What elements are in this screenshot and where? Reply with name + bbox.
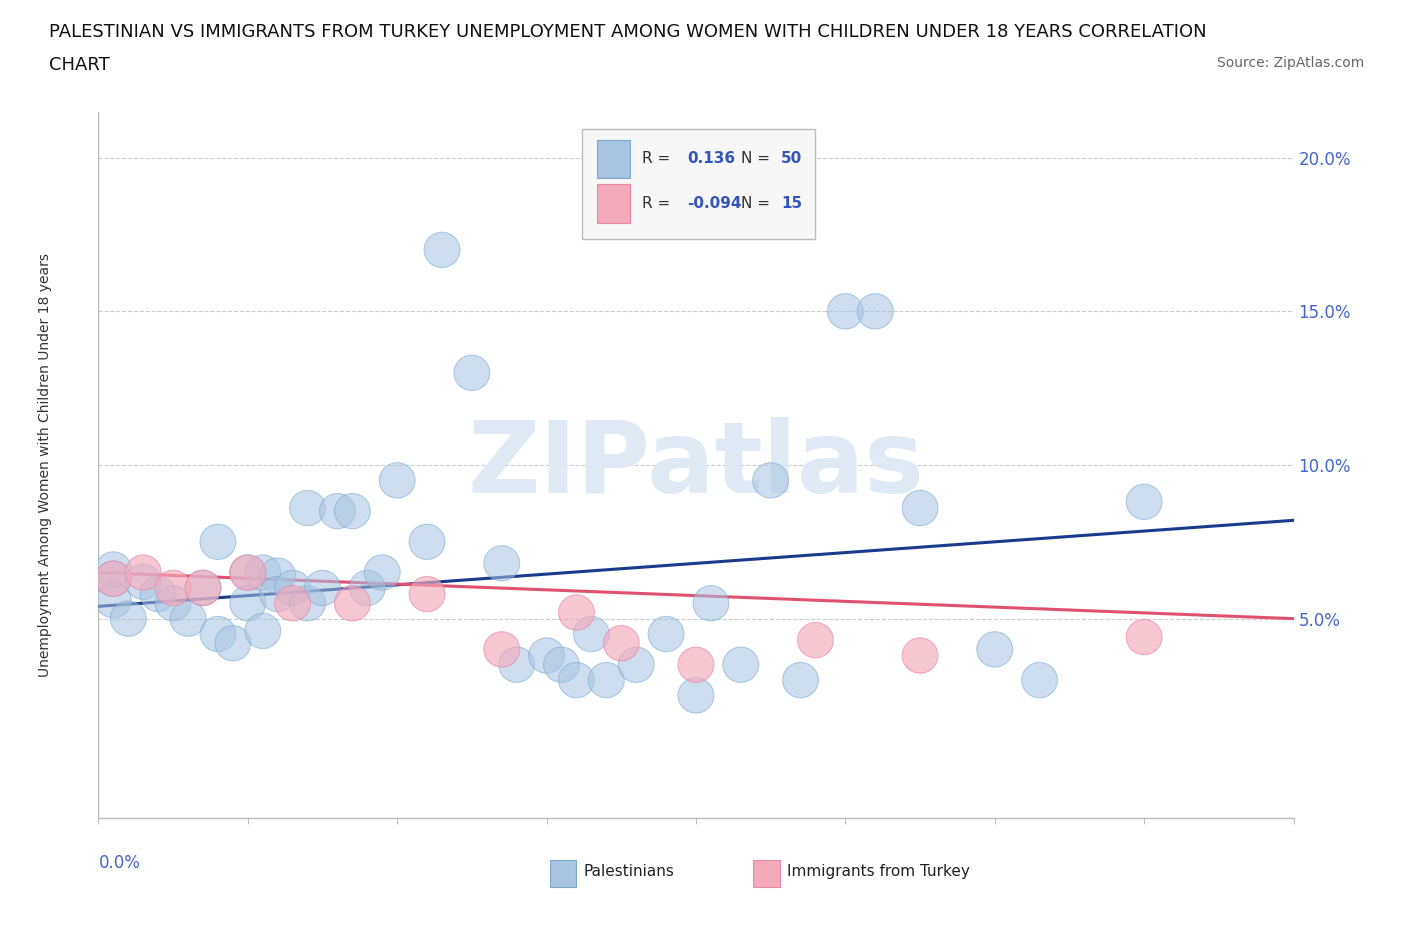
Ellipse shape (589, 662, 624, 698)
Ellipse shape (231, 555, 266, 591)
Ellipse shape (1126, 485, 1163, 520)
Ellipse shape (544, 647, 579, 683)
Ellipse shape (364, 555, 401, 591)
Text: 0.0%: 0.0% (98, 854, 141, 871)
Ellipse shape (200, 617, 236, 652)
Text: 50: 50 (780, 152, 801, 166)
Ellipse shape (96, 582, 131, 618)
Bar (754, 860, 780, 887)
Ellipse shape (274, 586, 311, 621)
Ellipse shape (574, 617, 609, 652)
Text: 15: 15 (780, 196, 801, 211)
Ellipse shape (125, 555, 162, 591)
Ellipse shape (335, 494, 370, 529)
Ellipse shape (125, 565, 162, 600)
Ellipse shape (903, 490, 938, 525)
Ellipse shape (290, 586, 326, 621)
Ellipse shape (409, 525, 446, 560)
Text: PALESTINIAN VS IMMIGRANTS FROM TURKEY UNEMPLOYMENT AMONG WOMEN WITH CHILDREN UND: PALESTINIAN VS IMMIGRANTS FROM TURKEY UN… (49, 23, 1206, 41)
Ellipse shape (1022, 662, 1057, 698)
Ellipse shape (335, 586, 370, 621)
Ellipse shape (96, 561, 131, 596)
Ellipse shape (96, 551, 131, 587)
Ellipse shape (752, 463, 789, 498)
Ellipse shape (260, 558, 295, 593)
Ellipse shape (499, 647, 534, 683)
Ellipse shape (290, 490, 326, 525)
Ellipse shape (380, 463, 415, 498)
Ellipse shape (1126, 619, 1163, 655)
Text: Source: ZipAtlas.com: Source: ZipAtlas.com (1216, 56, 1364, 70)
Text: R =: R = (643, 152, 675, 166)
Ellipse shape (977, 631, 1012, 667)
Ellipse shape (827, 294, 863, 329)
FancyBboxPatch shape (582, 129, 815, 239)
Ellipse shape (319, 494, 356, 529)
Ellipse shape (425, 232, 460, 268)
Ellipse shape (409, 577, 446, 612)
Ellipse shape (558, 662, 595, 698)
Ellipse shape (603, 626, 640, 661)
Ellipse shape (186, 570, 221, 605)
Ellipse shape (678, 647, 714, 683)
Ellipse shape (858, 294, 893, 329)
Bar (550, 860, 576, 887)
Ellipse shape (797, 622, 834, 658)
Ellipse shape (723, 647, 759, 683)
Ellipse shape (783, 662, 818, 698)
Text: R =: R = (643, 196, 675, 211)
Text: ZIPatlas: ZIPatlas (468, 417, 924, 513)
Text: N =: N = (741, 196, 775, 211)
Text: CHART: CHART (49, 56, 110, 73)
Ellipse shape (648, 617, 685, 652)
Ellipse shape (260, 577, 295, 612)
Ellipse shape (186, 570, 221, 605)
Bar (596, 140, 630, 179)
Ellipse shape (350, 570, 385, 605)
Ellipse shape (529, 638, 565, 673)
Ellipse shape (245, 613, 281, 648)
Ellipse shape (96, 561, 131, 596)
Ellipse shape (155, 586, 191, 621)
Ellipse shape (678, 678, 714, 713)
Ellipse shape (484, 631, 520, 667)
Ellipse shape (110, 601, 146, 636)
Ellipse shape (231, 555, 266, 591)
Text: N =: N = (741, 152, 775, 166)
Ellipse shape (558, 595, 595, 631)
Ellipse shape (903, 638, 938, 673)
Ellipse shape (274, 570, 311, 605)
Ellipse shape (619, 647, 654, 683)
Text: Unemployment Among Women with Children Under 18 years: Unemployment Among Women with Children U… (38, 253, 52, 677)
Bar (596, 184, 630, 223)
Text: -0.094: -0.094 (688, 196, 742, 211)
Ellipse shape (141, 577, 176, 612)
Ellipse shape (454, 355, 489, 391)
Text: Palestinians: Palestinians (583, 864, 675, 879)
Ellipse shape (693, 586, 728, 621)
Ellipse shape (305, 570, 340, 605)
Ellipse shape (231, 586, 266, 621)
Ellipse shape (200, 525, 236, 560)
Ellipse shape (155, 570, 191, 605)
Ellipse shape (245, 555, 281, 591)
Text: 0.136: 0.136 (688, 152, 735, 166)
Ellipse shape (484, 546, 520, 581)
Ellipse shape (215, 626, 250, 661)
Ellipse shape (170, 601, 207, 636)
Text: Immigrants from Turkey: Immigrants from Turkey (787, 864, 970, 879)
